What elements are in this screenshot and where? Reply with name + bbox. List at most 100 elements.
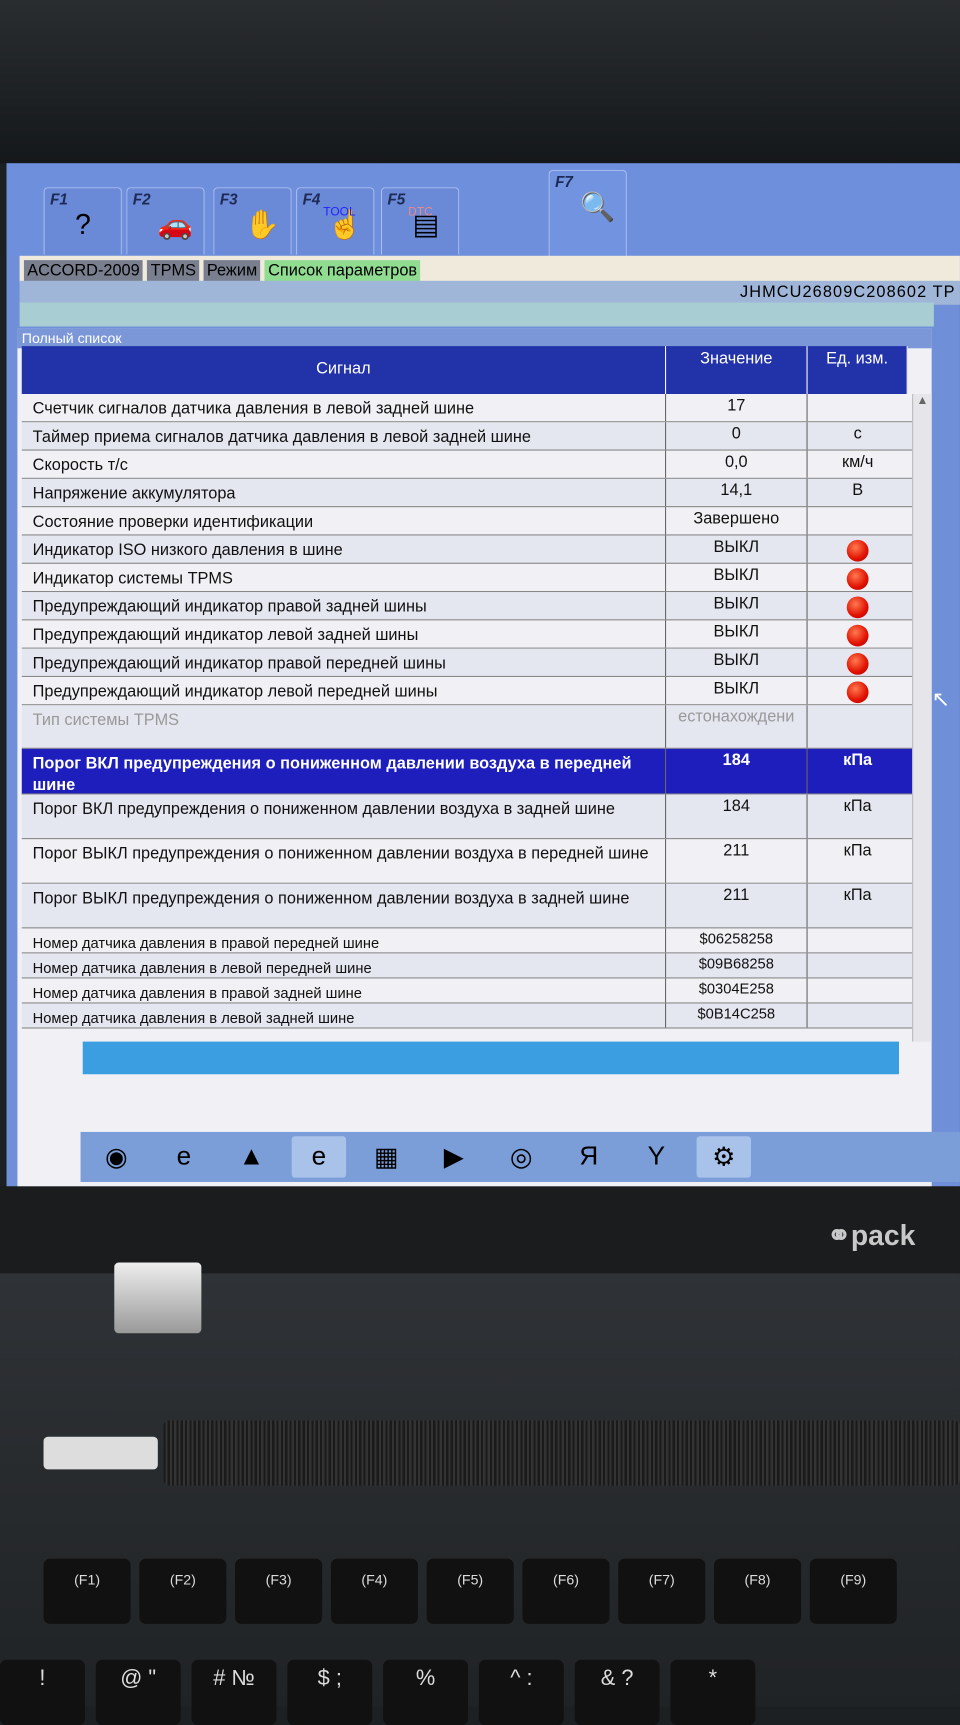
key-f9[interactable]: (F9) bbox=[809, 1558, 897, 1624]
signal-name: Тип системы TPMS bbox=[22, 705, 667, 748]
table-row[interactable]: Порог ВКЛ предупреждения о пониженном да… bbox=[21, 748, 913, 795]
keyboard-key[interactable]: * bbox=[670, 1659, 756, 1725]
key-f8[interactable]: (F8) bbox=[713, 1558, 802, 1624]
column-header-unit[interactable]: Ед. изм. bbox=[807, 346, 908, 395]
tab-f3[interactable]: F3 ✋ bbox=[213, 187, 292, 255]
key-f6[interactable]: (F6) bbox=[522, 1558, 610, 1624]
tab-f2[interactable]: F2 🚗 bbox=[126, 187, 205, 255]
breadcrumb-system[interactable]: TPMS bbox=[147, 260, 200, 282]
taskbar-folder[interactable]: ▦ bbox=[359, 1136, 413, 1177]
unit-text: с bbox=[853, 424, 862, 443]
speaker-grille bbox=[163, 1420, 960, 1486]
column-header-value[interactable]: Значение bbox=[666, 346, 808, 395]
table-row[interactable]: Индикатор ISO низкого давления в шине ВЫК… bbox=[21, 535, 913, 564]
table-row[interactable]: Номер датчика давления в левой задней ши… bbox=[21, 1003, 913, 1029]
table-row[interactable]: Номер датчика давления в левой передней … bbox=[21, 953, 913, 979]
keyboard-key[interactable]: ! bbox=[0, 1659, 85, 1725]
table-row[interactable]: Порог ВКЛ предупреждения о пониженном да… bbox=[21, 794, 913, 840]
table-row[interactable]: Предупреждающий индикатор правой задней … bbox=[21, 592, 913, 621]
column-header-signal[interactable]: Сигнал bbox=[21, 346, 667, 395]
signal-name: Порог ВЫКЛ предупреждения о пониженном д… bbox=[22, 883, 667, 928]
key-f1[interactable]: (F1) bbox=[43, 1558, 131, 1624]
taskbar-ie[interactable]: e bbox=[157, 1136, 211, 1177]
table-row[interactable]: Состояние проверки идентификации Завершен… bbox=[21, 507, 913, 536]
tool-icon: ☝ bbox=[327, 207, 363, 241]
signal-name: Скорость т/с bbox=[22, 450, 667, 478]
signal-unit bbox=[808, 507, 908, 534]
signal-unit bbox=[808, 677, 908, 704]
tab-f1[interactable]: F1? bbox=[43, 187, 122, 255]
signal-value: 0 bbox=[666, 422, 808, 450]
signal-value: ВЫКЛ bbox=[666, 563, 808, 592]
tab-f5[interactable]: F5 ▤ DTC bbox=[380, 187, 460, 255]
key-f2[interactable]: (F2) bbox=[139, 1558, 227, 1624]
signal-value: $09B68258 bbox=[666, 953, 808, 978]
table-row[interactable]: Номер датчика давления в правой передней… bbox=[21, 928, 913, 954]
table-row[interactable]: Порог ВЫКЛ предупреждения о пониженном д… bbox=[21, 883, 913, 929]
key-f4[interactable]: (F4) bbox=[330, 1558, 418, 1624]
tab-f7[interactable]: F7 🔍 bbox=[548, 169, 627, 257]
keyboard-key[interactable]: ^ : bbox=[478, 1659, 564, 1725]
table-row[interactable]: Скорость т/с 0,0 км/ч bbox=[21, 450, 913, 479]
table-row[interactable]: Напряжение аккумулятора 14,1 В bbox=[21, 478, 913, 508]
signal-value: 211 bbox=[666, 883, 808, 928]
unit-text: В bbox=[852, 481, 864, 500]
table-row[interactable]: Тип системы TPMS естонахождени bbox=[21, 705, 913, 749]
indicator-off-icon bbox=[846, 539, 869, 562]
signal-name: Номер датчика давления в левой задней ши… bbox=[22, 1003, 667, 1028]
taskbar-ie-active[interactable]: e bbox=[291, 1136, 347, 1178]
table-row[interactable]: Предупреждающий индикатор правой передне… bbox=[21, 648, 913, 677]
taskbar-hds[interactable]: ⚙ bbox=[696, 1136, 751, 1178]
taskbar-yandex-browser[interactable]: Y bbox=[629, 1136, 683, 1177]
keyboard-key[interactable]: & ? bbox=[574, 1659, 660, 1725]
signal-unit: В bbox=[808, 479, 908, 506]
tab-key-label: F4 bbox=[302, 190, 321, 208]
table-row[interactable]: Предупреждающий индикатор левой задней ш… bbox=[21, 620, 913, 649]
status-band bbox=[19, 302, 934, 327]
table-row[interactable]: Индикатор системы TPMS ВЫКЛ bbox=[21, 563, 913, 593]
ecu-hand-icon: ✋ bbox=[244, 207, 281, 241]
taskbar-chrome[interactable]: ◎ bbox=[494, 1136, 548, 1177]
keyboard-key[interactable]: % bbox=[383, 1659, 469, 1725]
tab-f4[interactable]: F4 ☝ TOOL bbox=[296, 187, 375, 255]
unit-text: км/ч bbox=[841, 452, 874, 472]
alice-icon: ▲ bbox=[238, 1141, 265, 1172]
signal-unit: кПа bbox=[808, 795, 908, 839]
key-f7[interactable]: (F7) bbox=[618, 1558, 706, 1624]
media-icon: ▶ bbox=[443, 1142, 464, 1172]
table-row[interactable]: Номер датчика давления в правой задней ш… bbox=[21, 978, 913, 1004]
taskbar-start[interactable]: ◉ bbox=[89, 1136, 143, 1177]
table-row[interactable]: Предупреждающий индикатор левой передней… bbox=[21, 676, 913, 706]
table-row[interactable]: Счетчик сигналов датчика давления в лево… bbox=[21, 394, 913, 423]
signal-value: $06258258 bbox=[666, 928, 808, 953]
ie-icon: e bbox=[176, 1141, 192, 1172]
signal-unit bbox=[808, 592, 908, 619]
breadcrumb-mode[interactable]: Режим bbox=[203, 260, 261, 282]
table-row[interactable]: Таймер приема сигналов датчика давления … bbox=[21, 422, 913, 451]
signal-name: Предупреждающий индикатор левой задней ш… bbox=[22, 620, 667, 648]
breadcrumb-model[interactable]: ACCORD-2009 bbox=[23, 260, 143, 282]
signal-unit bbox=[808, 394, 908, 421]
power-button[interactable] bbox=[43, 1436, 158, 1470]
signal-value: ВЫКЛ bbox=[666, 535, 808, 563]
taskbar-alice[interactable]: ▲ bbox=[224, 1136, 278, 1177]
signal-value: $0B14C258 bbox=[666, 1003, 808, 1028]
unit-text: кПа bbox=[843, 885, 872, 905]
keyboard-key[interactable]: @ " bbox=[95, 1659, 181, 1725]
chrome-icon: ◎ bbox=[509, 1142, 533, 1172]
tab-key-label: F1 bbox=[50, 190, 68, 208]
key-f5[interactable]: (F5) bbox=[426, 1558, 514, 1624]
taskbar-yandex[interactable]: Я bbox=[562, 1136, 616, 1177]
key-f3[interactable]: (F3) bbox=[235, 1558, 323, 1624]
signal-value: естонахождени bbox=[666, 705, 808, 748]
keyboard-key[interactable]: $ ; bbox=[287, 1659, 373, 1725]
table-row[interactable]: Порог ВЫКЛ предупреждения о пониженном д… bbox=[21, 839, 913, 884]
signal-name: Счетчик сигналов датчика давления в лево… bbox=[22, 394, 667, 422]
keyboard-key[interactable]: # № bbox=[191, 1659, 277, 1725]
scrollbar[interactable]: ▲ bbox=[912, 394, 932, 1042]
data-search-icon: 🔍 bbox=[580, 190, 616, 224]
taskbar-media[interactable]: ▶ bbox=[427, 1136, 481, 1177]
scroll-up-icon[interactable]: ▲ bbox=[916, 394, 929, 408]
signal-unit bbox=[808, 953, 908, 977]
screen-bezel-top bbox=[0, 0, 960, 164]
